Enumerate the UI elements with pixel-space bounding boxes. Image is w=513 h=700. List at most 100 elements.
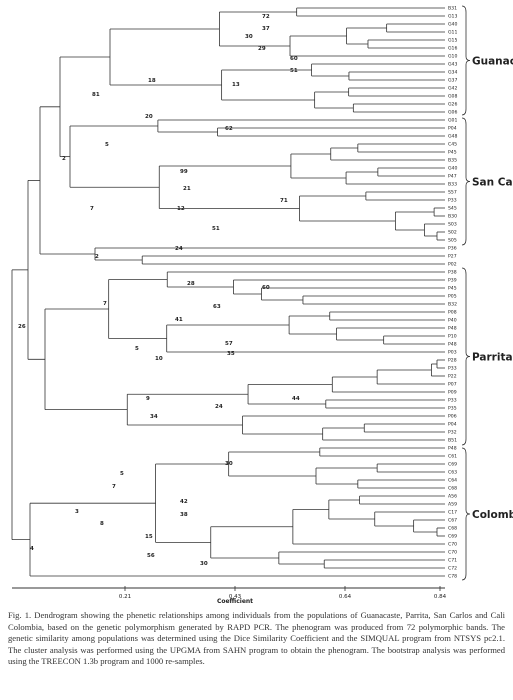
leaf-label: P09 xyxy=(448,390,457,396)
leaf-label: C69 xyxy=(448,462,457,468)
bootstrap-value: 3 xyxy=(75,509,79,515)
leaf-label: P04 xyxy=(448,126,457,132)
bootstrap-value: 60 xyxy=(290,56,298,62)
bootstrap-value: 30 xyxy=(200,561,208,567)
bootstrap-value: 15 xyxy=(145,534,153,540)
bootstrap-value: 56 xyxy=(147,553,155,559)
leaf-label: G15 xyxy=(448,38,457,44)
bootstrap-value: 57 xyxy=(225,341,233,347)
group-label: Parrita xyxy=(472,352,513,364)
group-brace xyxy=(461,117,471,246)
leaf-label: P40 xyxy=(448,318,457,324)
bootstrap-value: 41 xyxy=(175,317,183,323)
leaf-label: P33 xyxy=(448,366,457,372)
leaf-label: G01 xyxy=(448,118,457,124)
leaf-label: G06 xyxy=(448,110,457,116)
bootstrap-value: 44 xyxy=(292,396,300,402)
bootstrap-value: 2 xyxy=(62,156,66,162)
leaf-label: C17 xyxy=(448,510,457,516)
leaf-label: S05 xyxy=(448,238,457,244)
bootstrap-value: 51 xyxy=(290,68,298,74)
leaf-label: C45 xyxy=(448,142,457,148)
bootstrap-value: 62 xyxy=(225,126,233,132)
bootstrap-value: 60 xyxy=(262,285,270,291)
leaf-label: G11 xyxy=(448,30,457,36)
leaf-label: P07 xyxy=(448,382,457,388)
group-label: Colombia xyxy=(472,509,513,521)
leaf-label: C64 xyxy=(448,478,457,484)
axis-tick-label: 0.43 xyxy=(229,594,242,600)
bootstrap-value: 12 xyxy=(177,206,185,212)
leaf-label: P36 xyxy=(448,246,457,252)
dendrogram: Coefficient B31 G13 G40 G11 G15 G16 G10 G43 G34 G… xyxy=(11,6,513,605)
leaf-label: P39 xyxy=(448,278,457,284)
leaf-label: G37 xyxy=(448,78,457,84)
bootstrap-value: 81 xyxy=(92,92,100,98)
bootstrap-value: 30 xyxy=(225,461,233,467)
leaf-label: P03 xyxy=(448,350,457,356)
bootstrap-value: 18 xyxy=(148,78,156,84)
leaf-label: C61 xyxy=(448,454,457,460)
leaf-label: P33 xyxy=(448,198,457,204)
leaf-label: C63 xyxy=(448,470,457,476)
leaf-label: G42 xyxy=(448,86,457,92)
axis-tick-label: 0.64 xyxy=(339,594,352,600)
leaf-label: C67 xyxy=(448,518,457,524)
leaf-label: C71 xyxy=(448,558,457,564)
bootstrap-value: 29 xyxy=(258,46,266,52)
leaf-label: G16 xyxy=(448,46,457,52)
bootstrap-value: 5 xyxy=(135,346,139,352)
leaf-label: G40 xyxy=(448,166,457,172)
leaf-label: S45 xyxy=(448,206,457,212)
leaf-label: P10 xyxy=(448,334,457,340)
leaf-label: B51 xyxy=(448,438,457,444)
leaf-label: P02 xyxy=(448,262,457,268)
leaf-label: P05 xyxy=(448,294,457,300)
bootstrap-value: 26 xyxy=(18,324,26,330)
bootstrap-value: 2 xyxy=(95,254,99,260)
bootstrap-value: 20 xyxy=(145,114,153,120)
leaf-label: P47 xyxy=(448,174,457,180)
group-label: Guanacaste xyxy=(472,56,513,68)
leaf-label: C68 xyxy=(448,486,457,492)
leaf-label: G13 xyxy=(448,14,457,20)
bootstrap-value: 21 xyxy=(183,186,191,192)
leaf-label: G40 xyxy=(448,22,457,28)
leaf-label: P22 xyxy=(448,374,457,380)
leaf-label: G34 xyxy=(448,70,457,76)
leaf-label: C69 xyxy=(448,534,457,540)
leaf-label: C78 xyxy=(448,574,457,580)
bootstrap-value: 8 xyxy=(100,521,104,527)
leaf-label: S57 xyxy=(448,190,457,196)
leaf-label: G26 xyxy=(448,102,457,108)
leaf-label: B35 xyxy=(448,158,457,164)
bootstrap-value: 4 xyxy=(30,546,34,552)
leaf-label: P06 xyxy=(448,414,457,420)
axis-label: Coefficient xyxy=(217,598,253,605)
leaf-label: P08 xyxy=(448,310,457,316)
leaf-label: B31 xyxy=(448,6,457,12)
leaf-label: B30 xyxy=(448,214,457,220)
bootstrap-value: 37 xyxy=(262,26,270,32)
leaf-label: P35 xyxy=(448,406,457,412)
bootstrap-value: 34 xyxy=(150,414,158,420)
bootstrap-value: 10 xyxy=(155,356,163,362)
bootstrap-value: 24 xyxy=(215,404,223,410)
bootstrap-value: 71 xyxy=(280,198,288,204)
leaf-label: P45 xyxy=(448,150,457,156)
axis-tick-label: 0.21 xyxy=(119,594,131,600)
bootstrap-value: 7 xyxy=(112,484,116,490)
leaf-label: S03 xyxy=(448,222,457,228)
leaf-label: A56 xyxy=(448,494,457,500)
leaf-label: B33 xyxy=(448,182,457,188)
leaf-label: P38 xyxy=(448,270,457,276)
leaf-label: G10 xyxy=(448,54,457,60)
bootstrap-value: 24 xyxy=(175,246,183,252)
axis-tick-label: 0.84 xyxy=(434,594,447,600)
leaf-label: G43 xyxy=(448,62,457,68)
bootstrap-value: 7 xyxy=(90,206,94,212)
bootstrap-value: 5 xyxy=(120,471,124,477)
leaf-label: B32 xyxy=(448,302,457,308)
bootstrap-value: 42 xyxy=(180,499,188,505)
